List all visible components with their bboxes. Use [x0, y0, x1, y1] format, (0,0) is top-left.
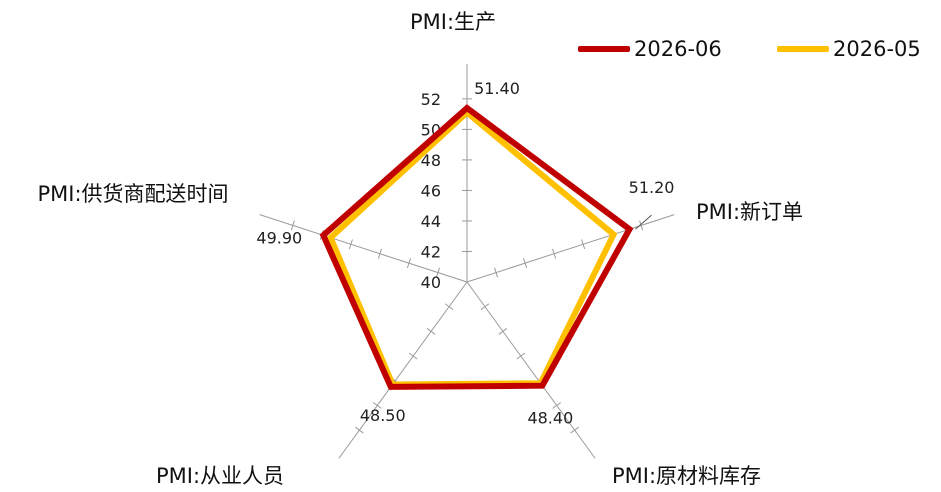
data-label-3: 48.50 — [360, 406, 406, 425]
axis-tick-1-2 — [523, 258, 528, 269]
tick-label-48: 48 — [421, 151, 441, 170]
axis-tick-4-2 — [406, 258, 411, 269]
series-line-2026-06 — [319, 104, 634, 390]
axis-label-employment: PMI:从业人员 — [156, 464, 285, 488]
data-label-0: 51.40 — [474, 79, 520, 98]
point-2026-05-1 — [613, 233, 615, 235]
legend-label-2026-06: 2026-06 — [634, 37, 722, 61]
axis-tick-2-2 — [498, 328, 508, 335]
axis-tick-2-5 — [552, 402, 562, 409]
leader-line-new-orders — [635, 214, 652, 230]
axis-tick-3-6 — [355, 426, 364, 434]
axis-tick-2-6 — [570, 426, 579, 434]
axis-tick-3-5 — [372, 402, 382, 409]
axis-tick-3-1 — [444, 303, 454, 311]
axis-tick-1-4 — [581, 239, 586, 250]
axis-tick-4-1 — [435, 267, 440, 278]
axis-tick-2-1 — [480, 303, 490, 311]
axis-tick-3-3 — [408, 352, 418, 360]
axis-tick-2-3 — [516, 352, 526, 360]
tick-label-46: 46 — [421, 181, 441, 200]
axis-label-new-orders: PMI:新订单 — [696, 200, 804, 224]
axis-label-production: PMI:生产 — [410, 10, 497, 34]
axis-label-raw-material-inventory: PMI:原材料库存 — [612, 464, 762, 488]
legend-label-2026-05: 2026-05 — [833, 37, 921, 61]
tick-label-52: 52 — [421, 90, 441, 109]
legend-item-2026-06: 2026-06 — [578, 34, 722, 64]
axis-tick-4-4 — [348, 239, 353, 250]
tick-label-40: 40 — [421, 273, 441, 292]
tick-label-42: 42 — [421, 242, 441, 261]
axis-label-supplier-delivery-time: PMI:供货商配送时间 — [37, 182, 229, 206]
axis-spoke-3 — [338, 281, 468, 459]
point-2026-06-2 — [541, 385, 543, 387]
legend-item-2026-05: 2026-05 — [777, 34, 921, 64]
axis-tick-4-6 — [290, 220, 295, 231]
axis-spoke-4 — [259, 214, 468, 283]
axis-tick-4-3 — [377, 248, 382, 259]
point-2026-05-4 — [330, 237, 332, 239]
axis-spoke-2 — [466, 281, 596, 459]
point-2026-05-0 — [466, 112, 468, 114]
point-2026-06-1 — [629, 228, 631, 230]
data-label-1: 51.20 — [629, 178, 675, 197]
tick-label-44: 44 — [421, 212, 441, 231]
axis-tick-1-3 — [552, 248, 557, 259]
legend-swatch-2026-05 — [777, 46, 829, 52]
axis-spoke-1 — [466, 214, 675, 283]
point-2026-06-3 — [390, 386, 392, 388]
axis-tick-1-1 — [494, 267, 499, 278]
point-2026-06-4 — [322, 234, 324, 236]
axis-tick-1-6 — [639, 220, 644, 231]
axis-tick-3-2 — [426, 328, 436, 335]
data-label-2: 48.40 — [527, 409, 573, 428]
data-label-4: 49.90 — [256, 228, 302, 247]
point-2026-06-0 — [466, 107, 468, 109]
legend-swatch-2026-06 — [578, 46, 630, 52]
